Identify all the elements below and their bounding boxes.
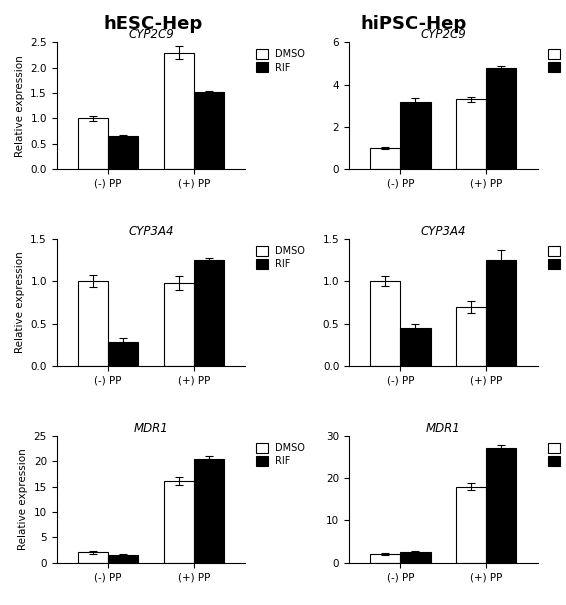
Bar bbox=[108, 342, 138, 366]
Y-axis label: Relative expression: Relative expression bbox=[18, 448, 28, 550]
Bar bbox=[401, 102, 431, 169]
Y-axis label: Relative expression: Relative expression bbox=[15, 252, 25, 353]
Bar bbox=[371, 554, 401, 563]
Bar bbox=[164, 283, 194, 366]
Title: CYP3A4: CYP3A4 bbox=[421, 225, 466, 238]
Bar bbox=[164, 482, 194, 563]
Bar bbox=[108, 136, 138, 169]
Legend: DMSO, RIF: DMSO, RIF bbox=[546, 440, 566, 468]
Bar bbox=[401, 552, 431, 563]
Title: MDR1: MDR1 bbox=[426, 422, 461, 434]
Bar bbox=[401, 328, 431, 366]
Bar bbox=[78, 552, 108, 563]
Legend: DMSO, RIF: DMSO, RIF bbox=[546, 244, 566, 271]
Bar bbox=[164, 53, 194, 169]
Bar bbox=[108, 555, 138, 563]
Bar bbox=[194, 260, 224, 366]
Legend: DMSO, RIF: DMSO, RIF bbox=[546, 47, 566, 74]
Legend: DMSO, RIF: DMSO, RIF bbox=[254, 440, 307, 468]
Title: CYP3A4: CYP3A4 bbox=[128, 225, 174, 238]
Bar bbox=[486, 68, 516, 169]
Bar bbox=[194, 459, 224, 563]
Bar bbox=[486, 260, 516, 366]
Bar bbox=[456, 486, 486, 563]
Bar bbox=[371, 281, 401, 366]
Bar bbox=[456, 307, 486, 366]
Bar bbox=[78, 119, 108, 169]
Bar bbox=[486, 448, 516, 563]
Bar bbox=[194, 92, 224, 169]
Text: hiPSC-Hep: hiPSC-Hep bbox=[360, 15, 466, 33]
Text: hESC-Hep: hESC-Hep bbox=[103, 15, 203, 33]
Legend: DMSO, RIF: DMSO, RIF bbox=[254, 244, 307, 271]
Legend: DMSO, RIF: DMSO, RIF bbox=[254, 47, 307, 74]
Bar bbox=[456, 99, 486, 169]
Title: CYP2C9: CYP2C9 bbox=[421, 28, 466, 41]
Bar bbox=[371, 148, 401, 169]
Title: CYP2C9: CYP2C9 bbox=[128, 28, 174, 41]
Bar bbox=[78, 281, 108, 366]
Title: MDR1: MDR1 bbox=[134, 422, 168, 434]
Y-axis label: Relative expression: Relative expression bbox=[15, 55, 25, 157]
